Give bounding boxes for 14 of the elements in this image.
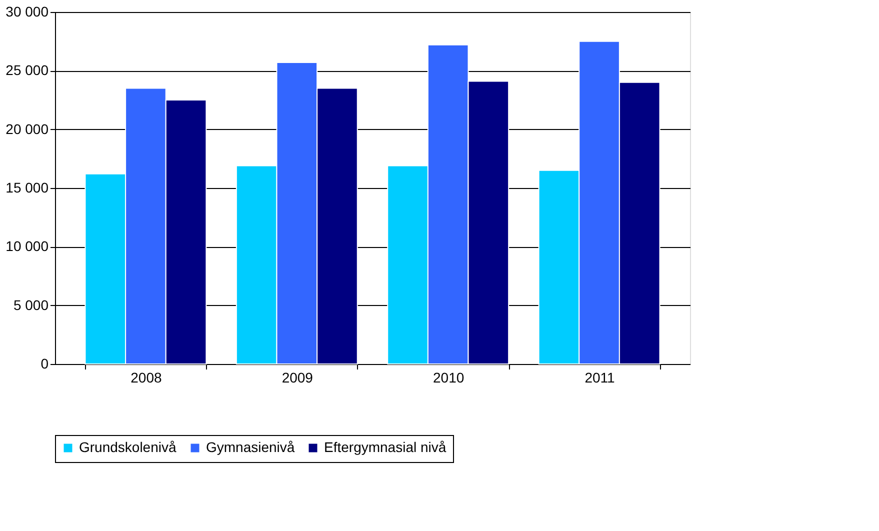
- x-tick-label: 2010: [433, 370, 464, 386]
- y-tick-label: 5 000: [13, 296, 49, 313]
- legend-label: Gymnasienivå: [206, 439, 295, 455]
- y-tick-label: 20 000: [6, 120, 49, 137]
- legend-label: Eftergymnasial nivå: [324, 439, 446, 455]
- x-tick-label: 2008: [130, 370, 162, 386]
- x-tick-label: 2009: [282, 370, 314, 386]
- y-tick-label: 0: [40, 356, 49, 372]
- legend-label: Grundskolenivå: [79, 439, 176, 455]
- y-tick-label: 25 000: [6, 62, 49, 78]
- y-tick-label: 10 000: [6, 238, 49, 254]
- y-tick-label: 30 000: [6, 4, 49, 20]
- x-tick-label: 2011: [584, 370, 616, 386]
- y-tick-label: 15 000: [6, 180, 49, 196]
